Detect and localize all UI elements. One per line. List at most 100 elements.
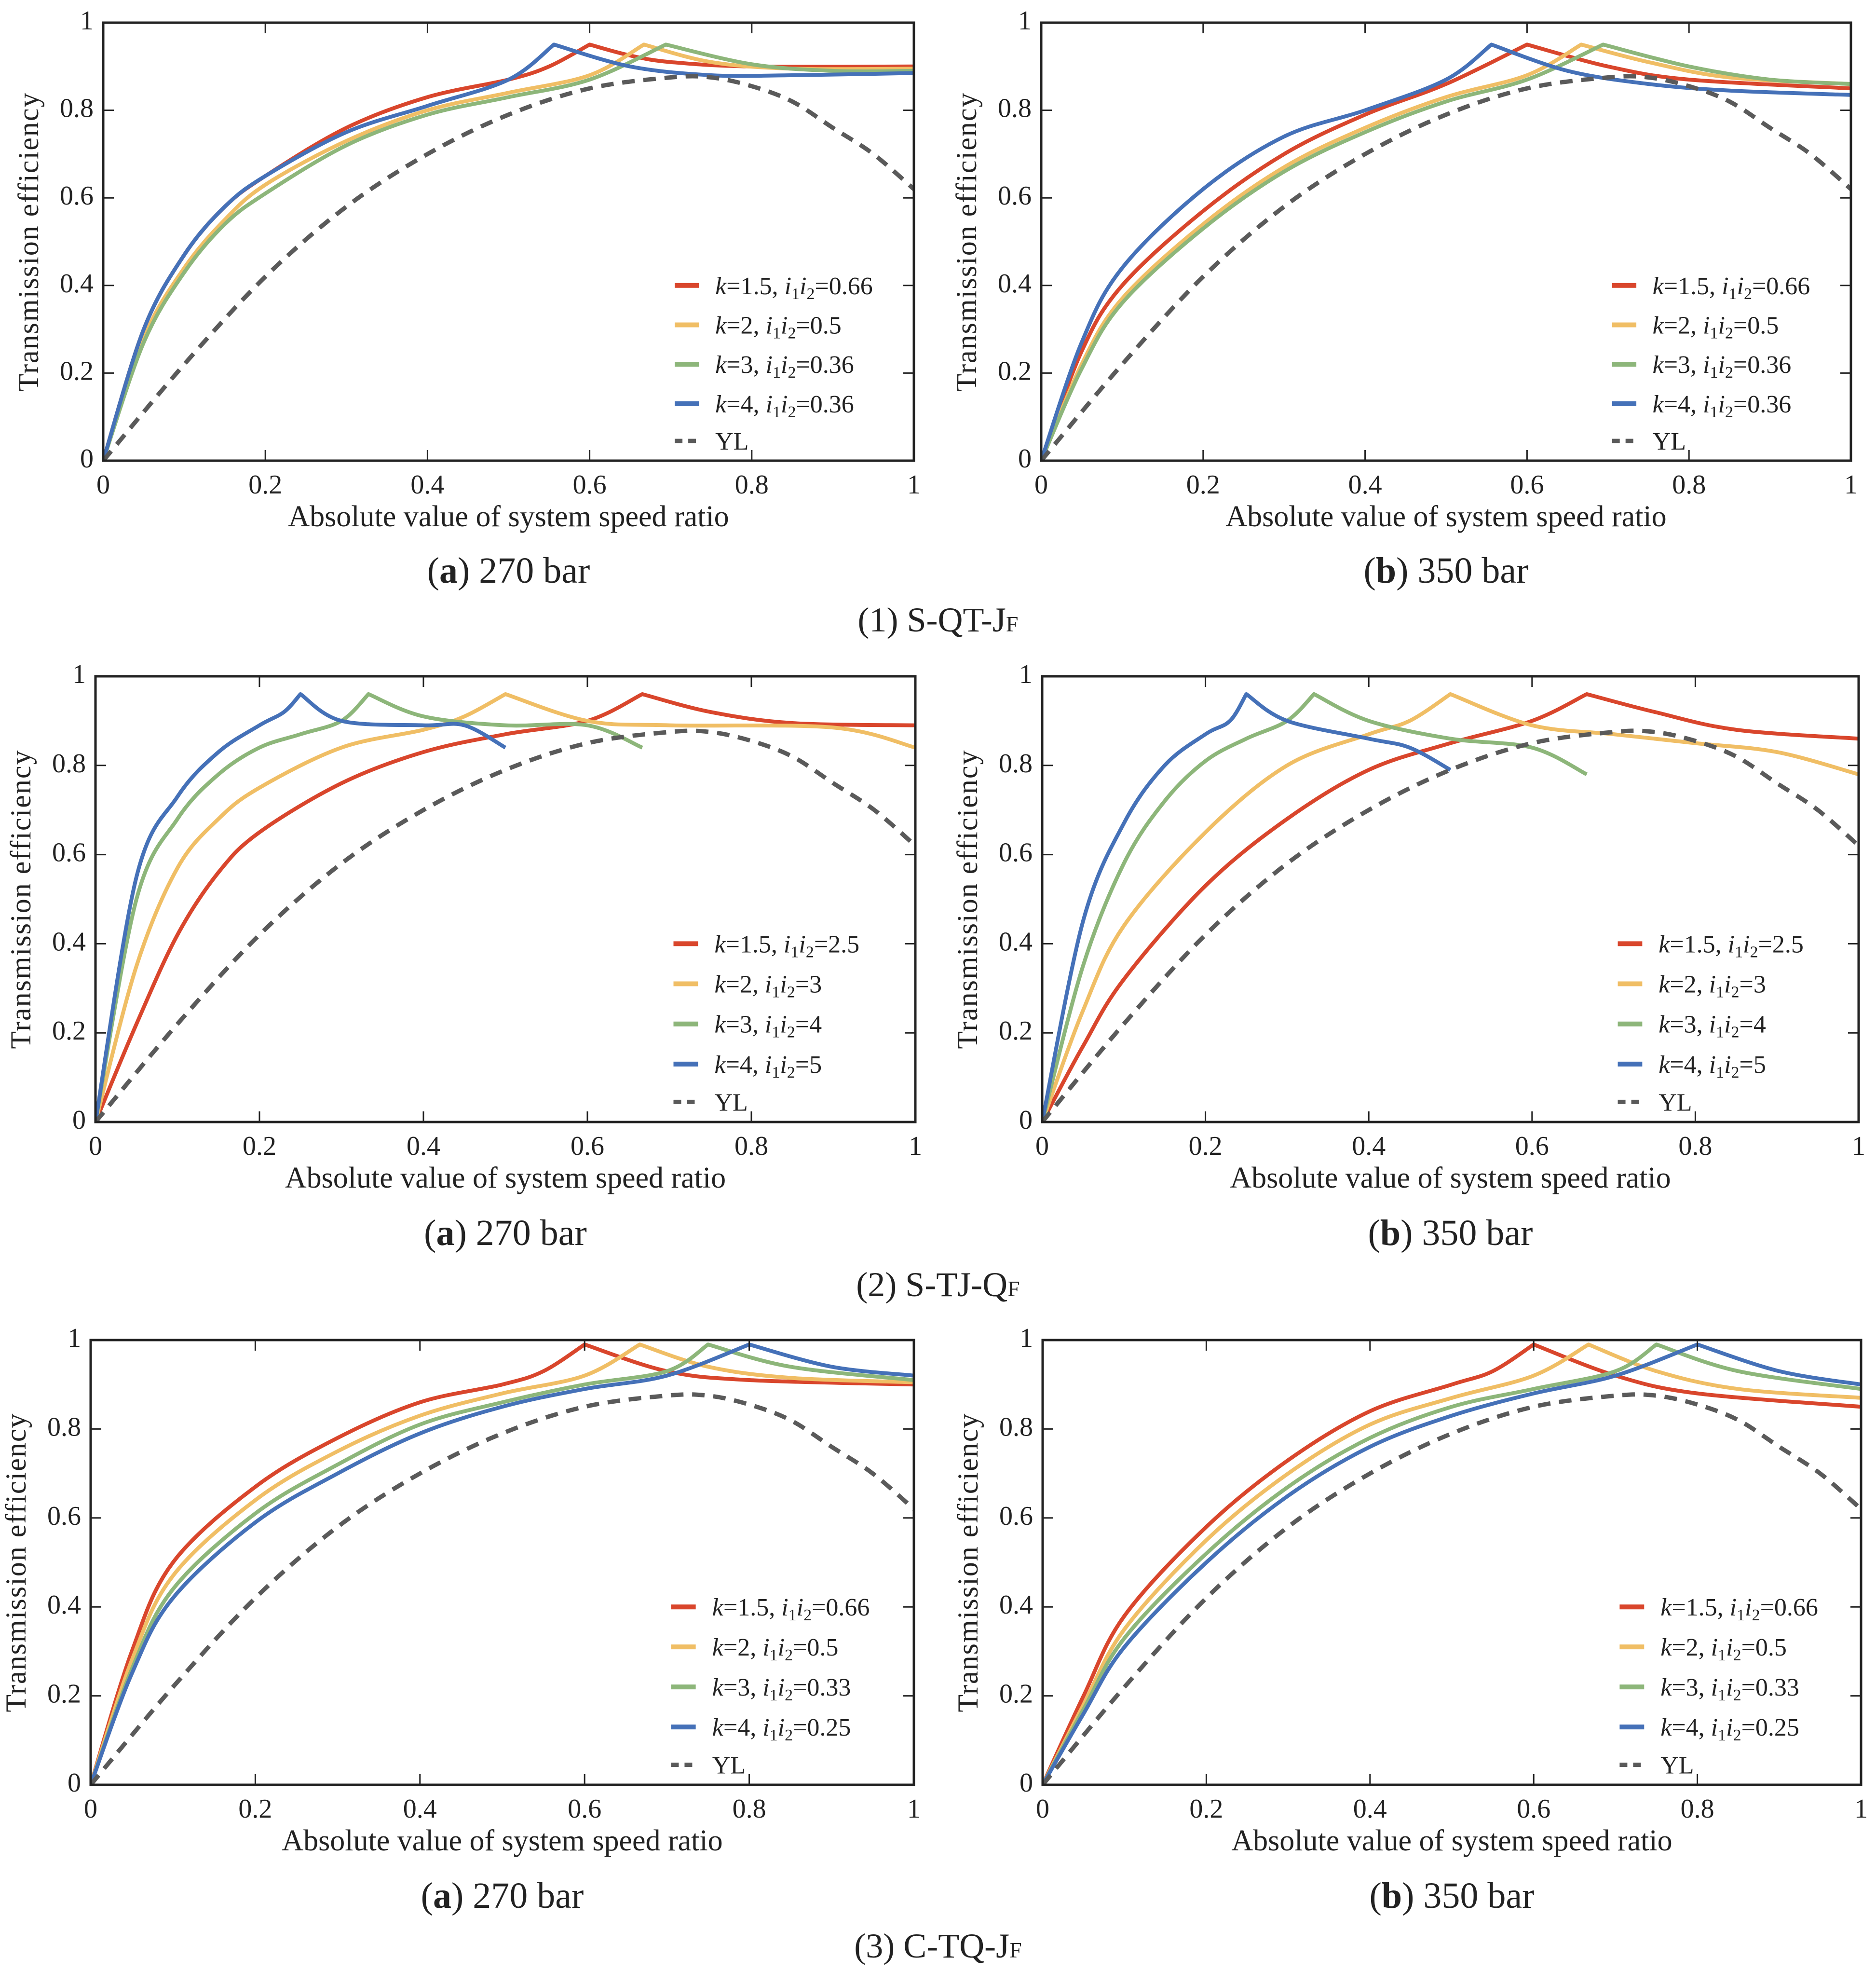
series-line-k4 (1041, 42, 1851, 461)
plot-frame (1041, 1339, 1862, 1786)
y-tick-label: 0.4 (60, 269, 94, 299)
x-tick-label: 0.8 (734, 1131, 768, 1161)
plot-frame (1040, 21, 1852, 462)
series-line-yl (1043, 1392, 1861, 1785)
x-tick-label: 0.4 (1352, 1131, 1386, 1161)
series-line-k3 (103, 42, 914, 461)
y-tick-label: 0.2 (999, 1016, 1033, 1046)
legend-entry: k=4, i1i2=0.36 (1653, 391, 1792, 421)
x-axis-label: Absolute value of system speed ratio (1230, 1162, 1671, 1194)
legend: k=1.5, i1i2=0.66 k=2, i1i2=0.5 k=3, i1i2=0… (675, 273, 873, 455)
legend-entry: k=4, i1i2=0.25 (712, 1714, 851, 1744)
panel-caption-a: (a) 270 bar (424, 1213, 587, 1253)
y-axis-label: Transmission efficiency (5, 750, 37, 1049)
series-line-k4 (1043, 1342, 1861, 1785)
x-tick-label: 0.4 (1353, 1794, 1387, 1824)
x-axis-label: Absolute value of system speed ratio (1231, 1824, 1672, 1857)
y-tick-label: 1 (68, 1323, 81, 1353)
legend-entry: k=2, i1i2=0.5 (712, 1634, 839, 1664)
panel-caption-b: (b) 350 bar (1363, 550, 1529, 591)
y-tick-label: 0.8 (999, 1412, 1033, 1442)
chart-1b: 0 0.2 0.4 0.6 0.8 1 0 0.2 0.4 0.6 0.8 1 Absolute val… (951, 6, 1858, 533)
panel-caption-a: (a) 270 bar (427, 550, 590, 591)
series-line-k2 (1042, 692, 1859, 1122)
x-axis-label: Absolute value of system speed ratio (288, 500, 729, 533)
x-tick-label: 0.4 (407, 1131, 440, 1161)
series-line-k1.5 (103, 42, 914, 461)
legend-entry: YL (1658, 1089, 1692, 1116)
series-line-yl (91, 1392, 914, 1785)
y-tick-label: 0.2 (60, 356, 94, 386)
y-tick-label: 1 (72, 659, 86, 689)
series-line-k2 (1041, 42, 1851, 461)
x-tick-label: 0.6 (573, 470, 607, 500)
y-tick-label: 0.6 (999, 1501, 1033, 1531)
legend-entry: YL (1653, 428, 1686, 455)
y-tick-label: 0.6 (60, 181, 94, 211)
series-line-k3 (1041, 42, 1851, 461)
y-tick-label: 0 (1020, 1768, 1033, 1798)
legend-entry: k=3, i1i2=0.33 (1660, 1674, 1799, 1704)
y-tick-label: 0.2 (998, 356, 1032, 386)
series-line-k3 (91, 1342, 914, 1785)
legend: k=1.5, i1i2=0.66 k=2, i1i2=0.5 k=3, i1i2=0… (1619, 1594, 1818, 1779)
x-tick-label: 0.4 (1348, 470, 1382, 500)
y-tick-label: 0.8 (52, 749, 86, 779)
legend-entry: YL (715, 428, 748, 455)
x-tick-label: 0 (1034, 470, 1048, 500)
series-line-k2 (91, 1342, 914, 1785)
legend-entry: k=1.5, i1i2=0.66 (1660, 1594, 1818, 1624)
y-tick-label: 0 (68, 1768, 81, 1798)
panel-caption-b: (b) 350 bar (1369, 1875, 1535, 1916)
legend-entry: YL (712, 1752, 746, 1779)
series-line-k1.5 (91, 1342, 914, 1785)
x-tick-label: 0.2 (243, 1131, 276, 1161)
legend-entry: k=4, i1i2=5 (715, 1051, 822, 1081)
legend-entry: k=4, i1i2=0.25 (1660, 1714, 1799, 1744)
x-tick-label: 0 (89, 1131, 102, 1161)
series-line-k2 (1043, 1342, 1861, 1785)
series-line-k1.5 (95, 692, 915, 1122)
x-tick-label: 1 (1844, 470, 1858, 500)
x-tick-label: 0 (96, 470, 110, 500)
legend-entry: YL (715, 1089, 748, 1116)
series-line-yl (1042, 728, 1859, 1122)
x-tick-label: 0.2 (1186, 470, 1220, 500)
panel-caption-b: (b) 350 bar (1368, 1213, 1533, 1253)
legend: k=1.5, i1i2=2.5 k=2, i1i2=3 k=3, i1i2=4 k=4… (673, 931, 859, 1116)
series-line-k4 (95, 692, 506, 1122)
x-tick-label: 0.8 (1681, 1794, 1714, 1824)
x-tick-label: 0.4 (403, 1794, 437, 1824)
chart-2a: 0 0.2 0.4 0.6 0.8 1 0 0.2 0.4 0.6 0.8 1 Absolute val… (5, 659, 922, 1194)
series-line-k3 (1042, 692, 1588, 1122)
legend-entry: k=1.5, i1i2=0.66 (1653, 273, 1810, 303)
chart-3b: 0 0.2 0.4 0.6 0.8 1 0 0.2 0.4 0.6 0.8 1 Absolute val… (952, 1323, 1868, 1857)
row-label-1: (1) S-QT-JF (857, 601, 1019, 639)
legend-entry: k=4, i1i2=0.36 (715, 391, 854, 421)
x-tick-label: 0.6 (568, 1794, 601, 1824)
x-tick-label: 0.2 (248, 470, 282, 500)
y-tick-label: 0.6 (47, 1501, 81, 1531)
y-tick-label: 0.6 (998, 181, 1032, 211)
series-line-k1.5 (1042, 692, 1859, 1122)
y-axis-label: Transmission efficiency (951, 92, 982, 392)
series-line-yl (103, 74, 914, 461)
y-axis-label: Transmission efficiency (0, 1413, 32, 1712)
series-line-k4 (91, 1342, 914, 1785)
y-tick-label: 0.4 (47, 1590, 81, 1620)
legend-entry: k=3, i1i2=0.36 (715, 351, 854, 382)
y-tick-label: 0.8 (998, 94, 1032, 123)
x-tick-label: 0.6 (1510, 470, 1544, 500)
plot-frame (94, 675, 917, 1123)
x-axis-label: Absolute value of system speed ratio (285, 1162, 726, 1194)
y-tick-label: 0.8 (60, 94, 94, 123)
y-tick-label: 0.8 (47, 1412, 81, 1442)
x-tick-label: 0.4 (410, 470, 444, 500)
x-tick-label: 0.6 (1515, 1131, 1549, 1161)
y-tick-label: 0 (72, 1105, 86, 1135)
x-tick-label: 0.6 (1517, 1794, 1550, 1824)
chart-2b: 0 0.2 0.4 0.6 0.8 1 0 0.2 0.4 0.6 0.8 1 Absolute val… (952, 659, 1865, 1194)
x-tick-label: 1 (907, 470, 921, 500)
plot-frame (1041, 675, 1860, 1123)
legend: k=1.5, i1i2=2.5 k=2, i1i2=3 k=3, i1i2=4 k=4… (1618, 931, 1804, 1116)
